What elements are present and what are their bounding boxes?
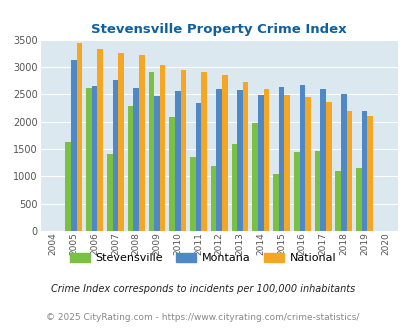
Text: Crime Index corresponds to incidents per 100,000 inhabitants: Crime Index corresponds to incidents per… <box>51 284 354 294</box>
Bar <box>231 144 237 231</box>
Bar <box>148 72 154 231</box>
Bar <box>97 49 103 231</box>
Bar <box>190 157 195 231</box>
Bar <box>210 166 216 231</box>
Bar <box>367 116 372 231</box>
Bar <box>86 88 92 231</box>
Bar <box>77 44 82 231</box>
Bar <box>273 174 278 231</box>
Bar <box>118 53 124 231</box>
Bar <box>346 111 352 231</box>
Bar <box>154 96 159 231</box>
Bar <box>169 117 175 231</box>
Bar <box>112 80 118 231</box>
Bar <box>175 91 180 231</box>
Bar <box>195 103 201 231</box>
Bar <box>263 89 269 231</box>
Bar <box>278 87 284 231</box>
Bar <box>71 60 77 231</box>
Bar <box>314 151 320 231</box>
Bar <box>237 90 242 231</box>
Bar <box>257 95 263 231</box>
Bar <box>252 123 257 231</box>
Bar <box>92 86 97 231</box>
Bar <box>325 102 331 231</box>
Bar <box>159 65 165 231</box>
Bar <box>65 143 71 231</box>
Bar <box>133 88 139 231</box>
Bar <box>128 106 133 231</box>
Bar <box>242 82 248 231</box>
Legend: Stevensville, Montana, National: Stevensville, Montana, National <box>65 248 340 268</box>
Bar <box>340 94 346 231</box>
Bar <box>222 75 227 231</box>
Bar <box>293 152 299 231</box>
Text: © 2025 CityRating.com - https://www.cityrating.com/crime-statistics/: © 2025 CityRating.com - https://www.city… <box>46 313 359 322</box>
Bar <box>201 72 207 231</box>
Bar <box>284 95 289 231</box>
Title: Stevensville Property Crime Index: Stevensville Property Crime Index <box>91 23 346 36</box>
Bar <box>216 89 222 231</box>
Bar <box>299 85 305 231</box>
Bar <box>305 97 310 231</box>
Bar <box>180 70 185 231</box>
Bar <box>335 171 340 231</box>
Bar <box>320 89 325 231</box>
Bar <box>355 168 361 231</box>
Bar <box>361 111 367 231</box>
Bar <box>107 154 112 231</box>
Bar <box>139 55 144 231</box>
